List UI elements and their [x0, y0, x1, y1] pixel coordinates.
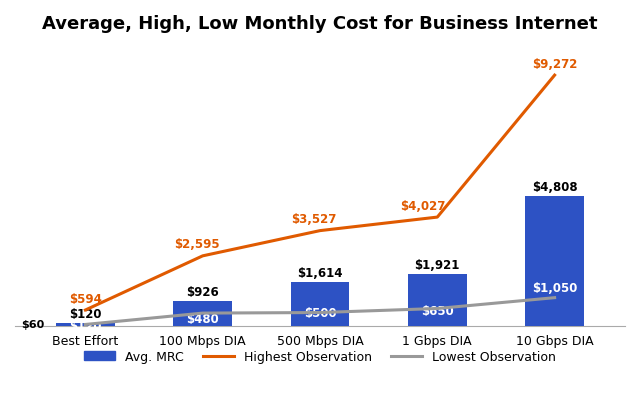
- Text: $9,272: $9,272: [532, 58, 577, 70]
- Bar: [56, 323, 115, 326]
- Text: $1,614: $1,614: [297, 267, 343, 279]
- Text: $1,050: $1,050: [532, 281, 577, 294]
- Text: $2,595: $2,595: [174, 238, 220, 251]
- Legend: Avg. MRC, Highest Observation, Lowest Observation: Avg. MRC, Highest Observation, Lowest Ob…: [79, 345, 561, 368]
- Text: $4,027: $4,027: [401, 199, 446, 212]
- Text: $120: $120: [69, 307, 102, 320]
- Text: $594: $594: [69, 292, 102, 305]
- Text: $4,808: $4,808: [532, 180, 577, 193]
- Bar: [291, 283, 349, 326]
- Bar: [173, 301, 232, 326]
- Bar: [408, 274, 467, 326]
- Bar: [525, 196, 584, 326]
- Text: $3,527: $3,527: [291, 213, 337, 226]
- Text: $120: $120: [69, 319, 102, 332]
- Text: $1,921: $1,921: [415, 258, 460, 271]
- Text: $500: $500: [304, 307, 336, 320]
- Title: Average, High, Low Monthly Cost for Business Internet: Average, High, Low Monthly Cost for Busi…: [42, 15, 598, 33]
- Text: $926: $926: [186, 285, 219, 298]
- Text: $650: $650: [421, 304, 454, 317]
- Text: $60: $60: [21, 320, 44, 330]
- Text: $480: $480: [186, 312, 219, 325]
